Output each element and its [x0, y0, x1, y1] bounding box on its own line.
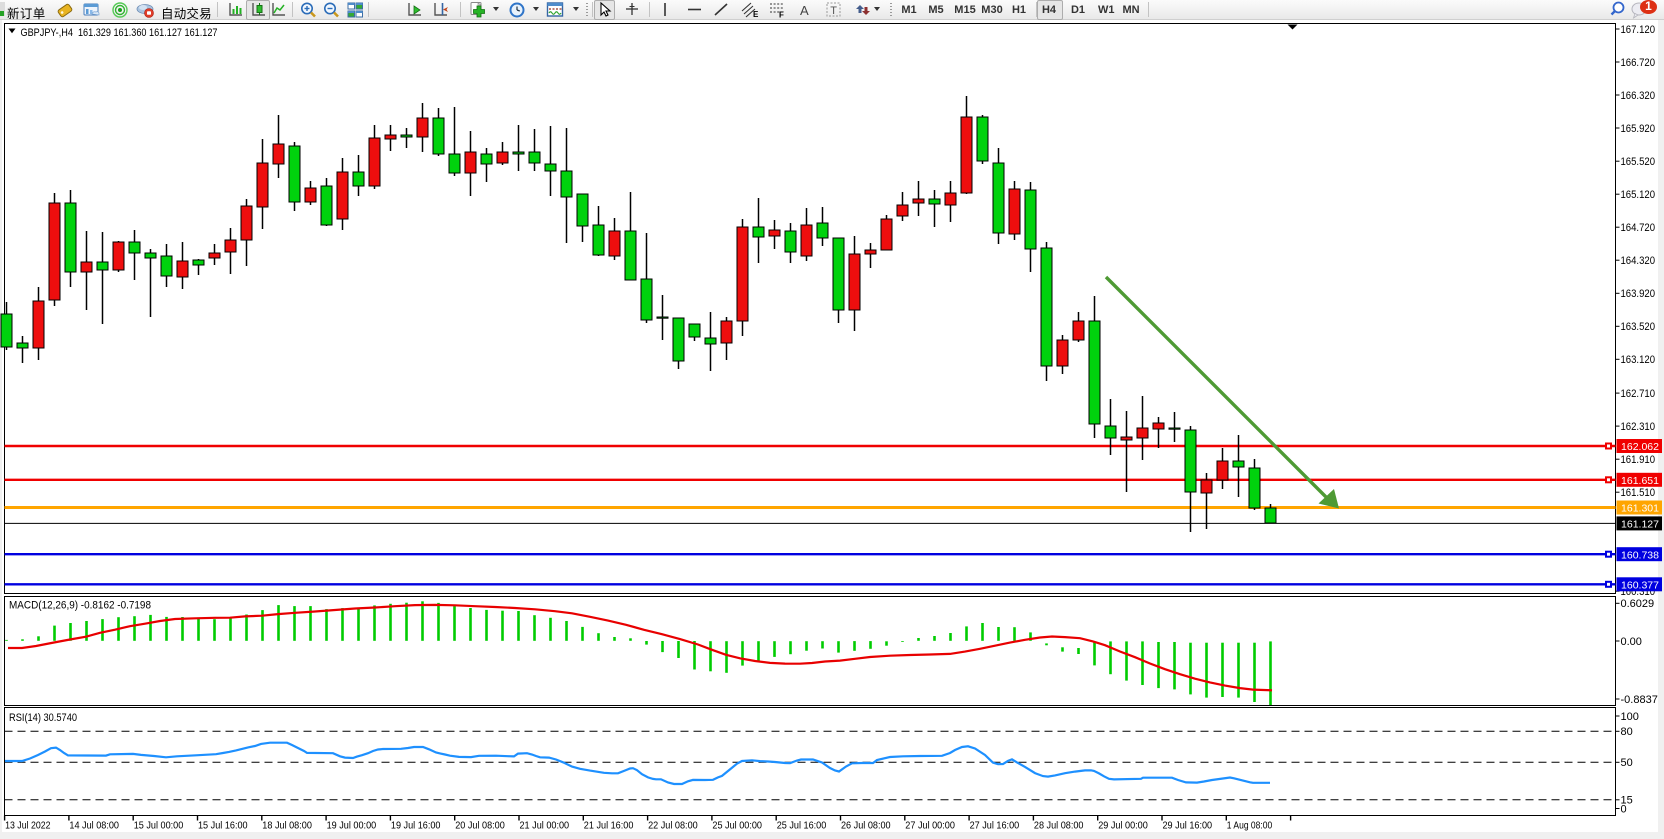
- svg-text:165.120: 165.120: [1621, 189, 1656, 201]
- svg-text:161.301: 161.301: [1621, 503, 1659, 515]
- svg-text:161.127: 161.127: [1621, 519, 1659, 531]
- svg-text:RSI(14) 30.5740: RSI(14) 30.5740: [9, 712, 77, 724]
- svg-text:T: T: [830, 5, 837, 17]
- svg-text:19 Jul 16:00: 19 Jul 16:00: [391, 820, 441, 832]
- svg-text:164.320: 164.320: [1621, 255, 1656, 267]
- svg-text:27 Jul 16:00: 27 Jul 16:00: [970, 820, 1020, 832]
- svg-text:167.120: 167.120: [1621, 24, 1656, 36]
- svg-text:21 Jul 00:00: 21 Jul 00:00: [520, 820, 570, 832]
- svg-text:160.377: 160.377: [1621, 580, 1659, 592]
- svg-text:162.062: 162.062: [1621, 441, 1659, 453]
- svg-text:29 Jul 00:00: 29 Jul 00:00: [1098, 820, 1148, 832]
- svg-text:15: 15: [1621, 795, 1633, 807]
- svg-text:29 Jul 16:00: 29 Jul 16:00: [1163, 820, 1213, 832]
- svg-text:-0.8837: -0.8837: [1621, 694, 1658, 706]
- svg-text:F: F: [779, 11, 784, 20]
- svg-text:27 Jul 00:00: 27 Jul 00:00: [905, 820, 955, 832]
- svg-text:20 Jul 08:00: 20 Jul 08:00: [455, 820, 505, 832]
- svg-text:166.720: 166.720: [1621, 57, 1656, 69]
- svg-text:165.520: 165.520: [1621, 156, 1656, 168]
- svg-text:80: 80: [1621, 726, 1633, 738]
- svg-text:166.320: 166.320: [1621, 90, 1656, 102]
- svg-text:160.738: 160.738: [1621, 549, 1659, 561]
- svg-text:163.520: 163.520: [1621, 321, 1656, 333]
- svg-text:21 Jul 16:00: 21 Jul 16:00: [584, 820, 634, 832]
- svg-text:15 Jul 00:00: 15 Jul 00:00: [134, 820, 184, 832]
- svg-text:0: 0: [1621, 803, 1627, 815]
- svg-text:14 Jul 08:00: 14 Jul 08:00: [69, 820, 119, 832]
- svg-text:E: E: [753, 10, 759, 19]
- svg-text:13 Jul 2022: 13 Jul 2022: [5, 820, 51, 832]
- svg-text:163.920: 163.920: [1621, 288, 1656, 300]
- svg-text:18 Jul 08:00: 18 Jul 08:00: [262, 820, 312, 832]
- svg-text:165.920: 165.920: [1621, 123, 1656, 135]
- svg-text:163.120: 163.120: [1621, 354, 1656, 366]
- svg-text:162.710: 162.710: [1621, 388, 1656, 400]
- svg-text:161.910: 161.910: [1621, 454, 1656, 466]
- svg-text:19 Jul 00:00: 19 Jul 00:00: [327, 820, 377, 832]
- svg-text:0.00: 0.00: [1621, 636, 1642, 648]
- svg-text:161.651: 161.651: [1621, 475, 1659, 487]
- svg-text:162.310: 162.310: [1621, 421, 1656, 433]
- svg-text:22 Jul 08:00: 22 Jul 08:00: [648, 820, 698, 832]
- svg-text:MACD(12,26,9) -0.8162 -0.7198: MACD(12,26,9) -0.8162 -0.7198: [9, 599, 151, 611]
- svg-text:GBPJPY-,H4 161.329 161.360 16: GBPJPY-,H4 161.329 161.360 161.127 161.1…: [21, 27, 218, 39]
- svg-text:25 Jul 00:00: 25 Jul 00:00: [712, 820, 762, 832]
- svg-text:15 Jul 16:00: 15 Jul 16:00: [198, 820, 248, 832]
- svg-text:161.510: 161.510: [1621, 487, 1656, 499]
- svg-text:1 Aug 08:00: 1 Aug 08:00: [1227, 820, 1273, 832]
- svg-text:28 Jul 08:00: 28 Jul 08:00: [1034, 820, 1084, 832]
- svg-text:25 Jul 16:00: 25 Jul 16:00: [777, 820, 827, 832]
- svg-text:100: 100: [1621, 711, 1639, 723]
- svg-text:0.6029: 0.6029: [1621, 598, 1655, 610]
- svg-text:26 Jul 08:00: 26 Jul 08:00: [841, 820, 891, 832]
- svg-text:164.720: 164.720: [1621, 222, 1656, 234]
- svg-text:50: 50: [1621, 757, 1633, 769]
